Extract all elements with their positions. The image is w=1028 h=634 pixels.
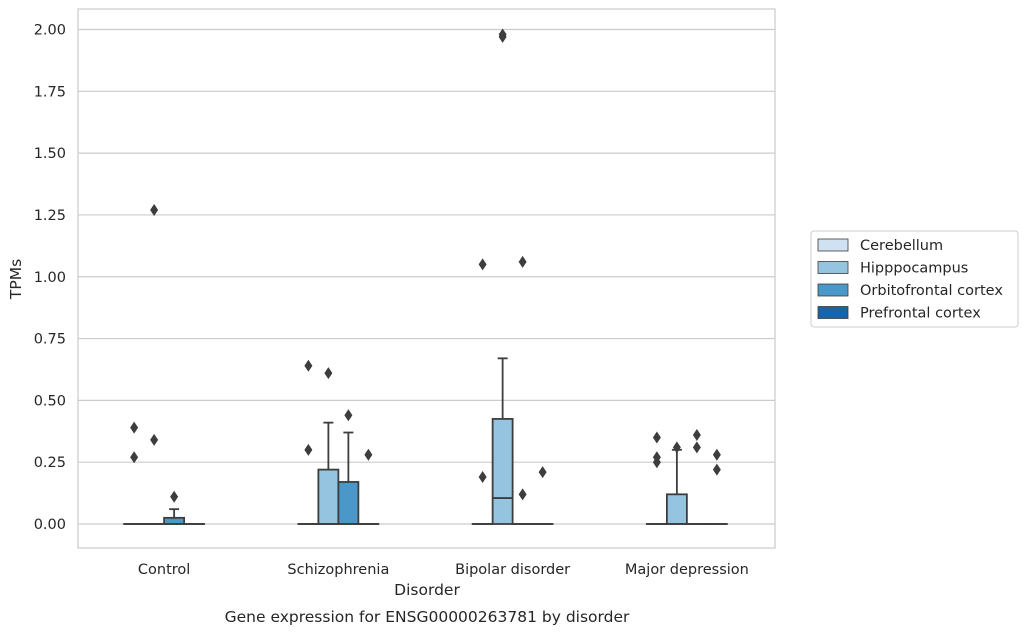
y-axis-ticks: 0.00 0.25 0.50 0.75 1.00 1.25 1.50 1.75 2.00 bbox=[34, 23, 66, 534]
x-tick-label: Major depression bbox=[625, 562, 749, 578]
outlier-point bbox=[344, 409, 353, 422]
y-tick-label: 0.75 bbox=[34, 332, 66, 348]
legend-label: Prefrontal cortex bbox=[860, 306, 981, 322]
legend-frame bbox=[810, 230, 1019, 328]
outlier-point bbox=[130, 421, 139, 434]
y-tick-label: 1.75 bbox=[34, 84, 66, 100]
outlier-point bbox=[712, 463, 721, 476]
outlier-point bbox=[652, 451, 661, 464]
outlier-point bbox=[130, 451, 139, 464]
box bbox=[337, 481, 360, 525]
legend-label: Cerebellum bbox=[860, 238, 943, 254]
box bbox=[317, 468, 340, 525]
x-tick-label: Schizophrenia bbox=[287, 562, 389, 578]
y-tick-label: 0.50 bbox=[34, 393, 66, 409]
box bbox=[491, 418, 514, 525]
y-tick-label: 0.00 bbox=[34, 517, 66, 533]
outlier-point bbox=[170, 490, 179, 503]
outlier-point bbox=[692, 441, 701, 454]
x-tick-label: Bipolar disorder bbox=[455, 562, 570, 578]
box-plot-area bbox=[123, 28, 728, 525]
legend-label: Hipppocampus bbox=[860, 261, 968, 277]
legend-swatch bbox=[817, 261, 849, 274]
outlier-point bbox=[304, 359, 313, 372]
x-axis-label: Disorder bbox=[394, 581, 460, 599]
y-tick-label: 2.00 bbox=[34, 23, 66, 39]
x-axis-ticks: Control Schizophrenia Bipolar disorder Majo… bbox=[138, 562, 749, 578]
outlier-point bbox=[478, 471, 487, 484]
outlier-point bbox=[518, 255, 527, 268]
outlier-point bbox=[304, 443, 313, 456]
plot-frame bbox=[77, 8, 776, 549]
outlier-point bbox=[652, 431, 661, 444]
box bbox=[163, 516, 186, 525]
legend-swatch bbox=[817, 283, 849, 297]
outlier-point bbox=[538, 466, 547, 479]
y-tick-label: 1.00 bbox=[34, 270, 66, 286]
outlier-point bbox=[672, 441, 681, 454]
legend-label: Orbitofrontal cortex bbox=[860, 283, 1003, 299]
grid-lines bbox=[78, 28, 775, 525]
outlier-point bbox=[692, 428, 701, 441]
outlier-point bbox=[498, 28, 507, 41]
legend-swatch bbox=[817, 238, 849, 252]
legend-swatch bbox=[817, 306, 849, 319]
legend: Cerebellum Hipppocampus Orbitofrontal cort… bbox=[810, 230, 1019, 328]
box bbox=[665, 493, 688, 525]
y-axis-label: TPMs bbox=[7, 259, 25, 300]
y-tick-label: 1.50 bbox=[34, 146, 66, 162]
x-tick-label: Control bbox=[138, 562, 190, 578]
outlier-point bbox=[364, 448, 373, 461]
outlier-point bbox=[150, 433, 159, 446]
y-tick-label: 0.25 bbox=[34, 455, 66, 471]
outlier-point bbox=[518, 488, 527, 501]
outlier-point bbox=[712, 448, 721, 461]
outlier-point bbox=[150, 203, 159, 216]
chart-caption: Gene expression for ENSG00000263781 by d… bbox=[225, 608, 630, 626]
outlier-point bbox=[324, 367, 333, 380]
outlier-point bbox=[478, 258, 487, 271]
y-tick-label: 1.25 bbox=[34, 208, 66, 224]
